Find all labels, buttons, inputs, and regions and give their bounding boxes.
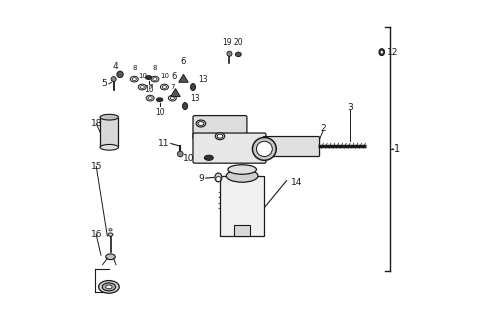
Ellipse shape bbox=[146, 95, 154, 101]
Text: 7: 7 bbox=[148, 84, 153, 90]
Text: 20: 20 bbox=[234, 38, 243, 47]
Ellipse shape bbox=[215, 173, 222, 182]
Text: 16: 16 bbox=[90, 230, 102, 239]
Text: 12: 12 bbox=[387, 48, 398, 57]
Ellipse shape bbox=[215, 133, 225, 140]
Text: 3: 3 bbox=[347, 103, 353, 112]
FancyBboxPatch shape bbox=[193, 133, 266, 163]
Circle shape bbox=[111, 76, 116, 82]
Ellipse shape bbox=[108, 233, 113, 236]
Text: 14: 14 bbox=[291, 178, 303, 187]
Text: 15: 15 bbox=[90, 162, 102, 171]
Text: 13: 13 bbox=[190, 94, 199, 103]
Ellipse shape bbox=[157, 98, 163, 102]
Text: 9: 9 bbox=[198, 173, 204, 183]
Ellipse shape bbox=[138, 84, 146, 90]
Bar bbox=[234, 225, 250, 236]
Ellipse shape bbox=[196, 120, 206, 127]
Circle shape bbox=[216, 177, 221, 181]
Ellipse shape bbox=[151, 76, 159, 82]
Ellipse shape bbox=[204, 155, 213, 160]
Text: 6: 6 bbox=[181, 57, 186, 67]
Text: 10: 10 bbox=[160, 73, 169, 79]
Ellipse shape bbox=[252, 138, 276, 160]
Ellipse shape bbox=[148, 97, 152, 100]
Text: 10: 10 bbox=[144, 84, 154, 93]
Text: LOWER: LOWER bbox=[228, 204, 250, 209]
Circle shape bbox=[177, 151, 183, 157]
Circle shape bbox=[227, 51, 232, 56]
Polygon shape bbox=[179, 74, 188, 82]
Ellipse shape bbox=[106, 285, 112, 289]
Text: 5: 5 bbox=[101, 79, 107, 88]
Ellipse shape bbox=[236, 52, 241, 57]
Text: 4: 4 bbox=[112, 62, 118, 71]
Ellipse shape bbox=[226, 170, 258, 182]
Bar bbox=[220, 176, 264, 236]
Ellipse shape bbox=[109, 229, 112, 231]
Text: 10: 10 bbox=[183, 154, 194, 163]
Ellipse shape bbox=[170, 97, 174, 100]
Ellipse shape bbox=[102, 283, 116, 291]
Text: 17: 17 bbox=[291, 148, 303, 157]
Ellipse shape bbox=[100, 114, 118, 120]
Ellipse shape bbox=[217, 134, 223, 138]
Ellipse shape bbox=[256, 141, 272, 156]
Ellipse shape bbox=[146, 76, 152, 79]
Text: 8: 8 bbox=[153, 65, 157, 71]
FancyBboxPatch shape bbox=[263, 137, 320, 156]
Ellipse shape bbox=[190, 84, 195, 91]
Text: 10: 10 bbox=[138, 73, 147, 79]
Ellipse shape bbox=[228, 165, 256, 174]
Text: 10: 10 bbox=[155, 108, 165, 117]
Ellipse shape bbox=[182, 103, 187, 109]
Text: 6: 6 bbox=[171, 72, 176, 81]
Text: UPPER: UPPER bbox=[229, 192, 249, 197]
Circle shape bbox=[117, 71, 123, 77]
Ellipse shape bbox=[130, 76, 138, 82]
Ellipse shape bbox=[153, 78, 157, 81]
Text: 11: 11 bbox=[158, 139, 169, 148]
Text: 1: 1 bbox=[395, 144, 401, 154]
Ellipse shape bbox=[168, 95, 176, 101]
Ellipse shape bbox=[198, 122, 204, 125]
Ellipse shape bbox=[106, 254, 115, 260]
Ellipse shape bbox=[98, 281, 119, 293]
Text: 19: 19 bbox=[222, 38, 232, 47]
Text: 18: 18 bbox=[90, 119, 102, 128]
Bar bbox=[100, 117, 118, 147]
Ellipse shape bbox=[140, 86, 144, 88]
Text: 2: 2 bbox=[320, 124, 326, 133]
Ellipse shape bbox=[161, 84, 168, 90]
Ellipse shape bbox=[100, 144, 118, 150]
Ellipse shape bbox=[380, 50, 383, 54]
Text: 8: 8 bbox=[132, 65, 137, 71]
Ellipse shape bbox=[132, 78, 136, 81]
Text: 13: 13 bbox=[198, 75, 207, 84]
Text: 7: 7 bbox=[170, 84, 174, 90]
Polygon shape bbox=[171, 89, 180, 97]
Ellipse shape bbox=[163, 86, 166, 88]
Ellipse shape bbox=[379, 49, 385, 56]
FancyBboxPatch shape bbox=[193, 116, 247, 140]
